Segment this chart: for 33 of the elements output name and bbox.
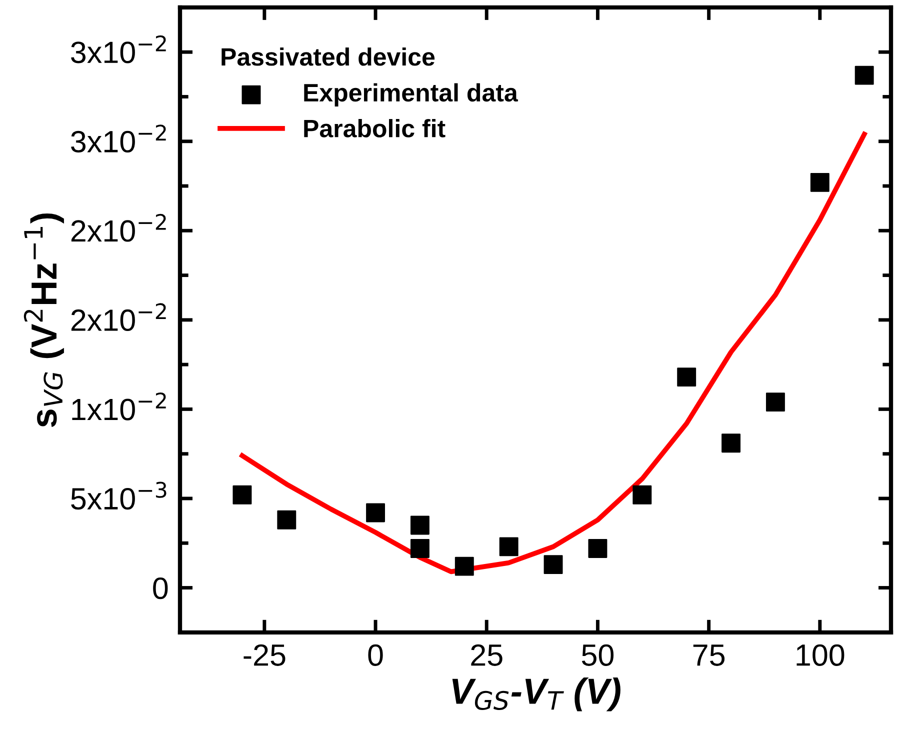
y-tick-label: 1x10$^{−2}$ xyxy=(72,392,166,420)
point xyxy=(632,485,652,504)
x-tick-label: 100 xyxy=(796,644,844,666)
y-axis-title: s$_{VG}$ (V$^{2}$Hz$^{−1}$) xyxy=(24,213,64,427)
point xyxy=(366,503,386,522)
point xyxy=(454,556,474,576)
y-tick-label: 0 xyxy=(153,577,168,600)
point xyxy=(677,368,696,387)
y-tick-label: 5x10$^{−3}$ xyxy=(71,482,166,510)
x-tick-label: 50 xyxy=(582,644,614,666)
point xyxy=(232,485,252,504)
x-tick-label: 25 xyxy=(471,644,502,666)
point xyxy=(277,510,296,530)
point xyxy=(499,537,518,556)
point xyxy=(410,538,430,558)
legend-label: Experimental data xyxy=(304,83,518,107)
legend-label: Parabolic fit xyxy=(304,119,446,138)
y-tick-label: 2x10$^{−2}$ xyxy=(71,214,166,242)
point xyxy=(410,516,430,535)
point xyxy=(810,172,830,192)
legend-title: Passivated device xyxy=(222,47,435,66)
point xyxy=(766,392,785,412)
point xyxy=(544,555,563,574)
point xyxy=(722,434,741,453)
point xyxy=(854,66,874,85)
x-tick-label: -25 xyxy=(244,644,286,666)
y-tick-label: 3x10$^{−2}$ xyxy=(71,35,166,64)
x-tick-label: 0 xyxy=(368,644,383,666)
y-tick-label: 3x10$^{−2}$ xyxy=(71,124,166,152)
point xyxy=(588,538,608,558)
x-axis-title: V$_{GS}$-V$_{T}$ (V) xyxy=(452,678,620,712)
y-tick-label: 2x10$^{−2}$ xyxy=(71,303,166,332)
x-tick-label: 75 xyxy=(693,644,725,666)
